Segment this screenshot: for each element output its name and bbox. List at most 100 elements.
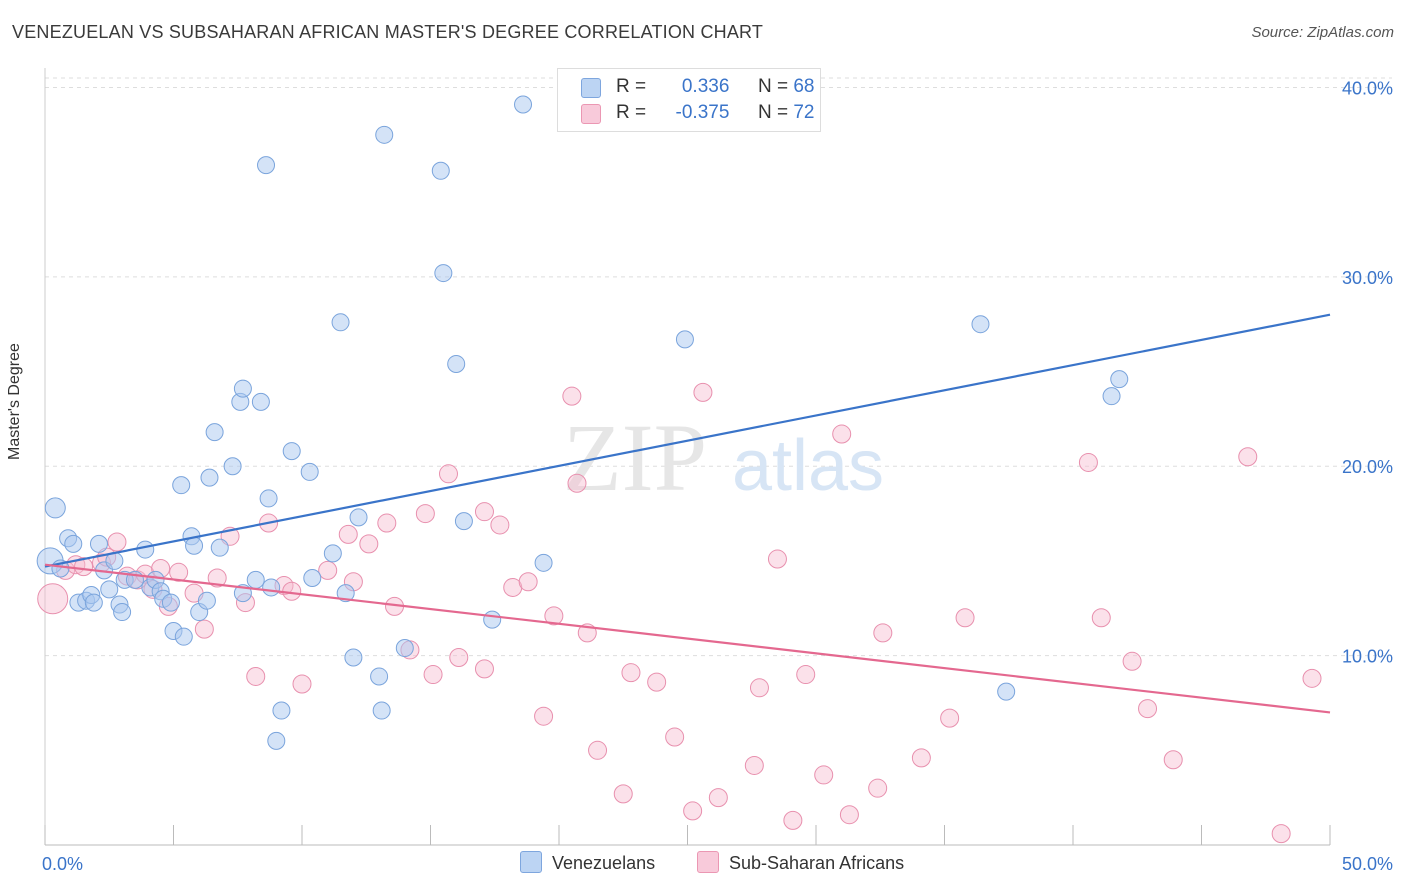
chart-title: VENEZUELAN VS SUBSAHARAN AFRICAN MASTER'… bbox=[12, 22, 764, 42]
legend-r-label: R = bbox=[616, 102, 647, 123]
data-point-venezuelans bbox=[375, 125, 394, 144]
data-point-venezuelans bbox=[205, 423, 224, 442]
data-point-sub-saharan-africans bbox=[282, 581, 302, 601]
watermark: ZIP atlas bbox=[563, 404, 884, 511]
data-point-sub-saharan-africans bbox=[423, 665, 443, 685]
data-point-sub-saharan-africans bbox=[767, 549, 787, 569]
data-point-venezuelans bbox=[251, 392, 270, 411]
data-point-sub-saharan-africans bbox=[474, 502, 494, 522]
data-point-sub-saharan-africans bbox=[839, 805, 859, 825]
data-point-sub-saharan-africans bbox=[169, 562, 189, 582]
data-point-venezuelans bbox=[246, 570, 265, 589]
data-point-venezuelans bbox=[44, 497, 66, 519]
data-point-venezuelans bbox=[89, 534, 108, 553]
data-point-sub-saharan-africans bbox=[1122, 651, 1142, 671]
data-point-sub-saharan-africans bbox=[415, 504, 435, 524]
grid-lines bbox=[45, 77, 1392, 657]
legend-item-sub-saharan-africans: Sub-Saharan Africans bbox=[697, 851, 904, 874]
x-tick-label: 0.0% bbox=[42, 854, 83, 874]
data-point-sub-saharan-africans bbox=[377, 513, 397, 533]
data-point-venezuelans bbox=[136, 540, 155, 559]
legend-r-value: -0.375 bbox=[675, 102, 730, 123]
data-point-sub-saharan-africans bbox=[868, 778, 888, 798]
data-point-sub-saharan-africans bbox=[955, 608, 975, 628]
data-point-sub-saharan-africans bbox=[359, 534, 379, 554]
data-point-venezuelans bbox=[64, 534, 83, 553]
watermark-atlas: atlas bbox=[732, 426, 884, 506]
data-point-sub-saharan-africans bbox=[814, 765, 834, 785]
series-legend: Venezuelans Sub-Saharan Africans bbox=[0, 851, 1406, 877]
data-point-sub-saharan-africans bbox=[246, 666, 266, 686]
data-point-venezuelans bbox=[675, 330, 694, 349]
data-point-sub-saharan-africans bbox=[1302, 668, 1322, 688]
correlation-legend: R = 0.336 N = 68 R = -0.375 N = 72 bbox=[557, 68, 821, 132]
data-point-venezuelans bbox=[300, 462, 319, 481]
data-point-venezuelans bbox=[161, 593, 180, 612]
data-point-venezuelans bbox=[395, 639, 414, 658]
data-point-venezuelans bbox=[372, 701, 391, 720]
data-point-sub-saharan-africans bbox=[107, 532, 127, 552]
data-point-sub-saharan-africans bbox=[74, 557, 94, 577]
legend-r-label: R = bbox=[616, 76, 647, 97]
legend-n-value: 68 bbox=[793, 76, 815, 97]
legend-n-label: N = bbox=[757, 76, 789, 97]
watermark-zip: ZIP bbox=[563, 404, 707, 511]
data-point-venezuelans bbox=[84, 593, 103, 612]
data-point-sub-saharan-africans bbox=[783, 810, 803, 830]
data-point-venezuelans bbox=[1102, 387, 1121, 406]
legend-swatch-pink bbox=[581, 104, 601, 124]
trend-lines bbox=[44, 313, 1331, 714]
data-point-sub-saharan-africans bbox=[693, 382, 713, 402]
data-point-sub-saharan-africans bbox=[940, 708, 960, 728]
legend-label-venezuelans: Venezuelans bbox=[552, 853, 656, 873]
legend-swatch-blue bbox=[581, 78, 601, 98]
data-point-sub-saharan-africans bbox=[873, 623, 893, 643]
data-point-venezuelans bbox=[336, 584, 355, 603]
data-point-venezuelans bbox=[223, 457, 242, 476]
data-point-sub-saharan-africans bbox=[911, 748, 931, 768]
data-point-sub-saharan-africans bbox=[832, 424, 852, 444]
data-point-sub-saharan-africans bbox=[647, 672, 667, 692]
data-point-venezuelans bbox=[257, 156, 276, 175]
data-point-sub-saharan-africans bbox=[292, 674, 312, 694]
data-point-venezuelans bbox=[172, 476, 191, 495]
trend-line-sub-saharan-africans bbox=[44, 563, 1331, 714]
data-point-sub-saharan-africans bbox=[207, 568, 227, 588]
legend-n-value: 72 bbox=[793, 102, 815, 123]
data-point-venezuelans bbox=[233, 379, 252, 398]
trend-line-venezuelans bbox=[44, 313, 1331, 568]
data-point-sub-saharan-africans bbox=[449, 648, 469, 668]
data-point-venezuelans bbox=[971, 315, 990, 334]
data-point-sub-saharan-africans bbox=[1138, 699, 1158, 719]
data-point-venezuelans bbox=[113, 603, 132, 622]
data-point-venezuelans bbox=[185, 536, 204, 555]
data-point-sub-saharan-africans bbox=[318, 560, 338, 580]
data-point-venezuelans bbox=[100, 580, 119, 599]
data-point-sub-saharan-africans bbox=[544, 606, 564, 626]
data-point-venezuelans bbox=[514, 95, 533, 114]
data-point-venezuelans bbox=[483, 610, 502, 629]
data-point-sub-saharan-africans bbox=[1091, 608, 1111, 628]
data-point-venezuelans bbox=[454, 512, 473, 531]
y-tick-label: 30.0% bbox=[1342, 268, 1393, 288]
data-point-sub-saharan-africans bbox=[588, 740, 608, 760]
y-tick-label: 40.0% bbox=[1342, 78, 1393, 98]
data-point-venezuelans bbox=[431, 161, 450, 180]
data-point-sub-saharan-africans bbox=[749, 678, 769, 698]
y-tick-label: 20.0% bbox=[1342, 457, 1393, 477]
data-point-venezuelans bbox=[349, 508, 368, 527]
data-point-sub-saharan-africans bbox=[613, 784, 633, 804]
data-point-venezuelans bbox=[434, 264, 453, 283]
data-point-venezuelans bbox=[447, 354, 466, 373]
tick-labels: 10.0% 20.0% 30.0% 40.0% 0.0% 50.0% bbox=[42, 78, 1393, 874]
data-point-venezuelans bbox=[344, 648, 363, 667]
data-point-sub-saharan-africans bbox=[338, 524, 358, 544]
data-point-venezuelans bbox=[262, 578, 281, 597]
data-point-venezuelans bbox=[331, 313, 350, 332]
y-tick-label: 10.0% bbox=[1342, 647, 1393, 667]
data-point-venezuelans bbox=[210, 538, 229, 557]
data-point-venezuelans bbox=[174, 627, 193, 646]
data-point-sub-saharan-africans bbox=[438, 464, 458, 484]
data-point-venezuelans bbox=[1110, 370, 1129, 389]
data-point-sub-saharan-africans bbox=[665, 727, 685, 747]
